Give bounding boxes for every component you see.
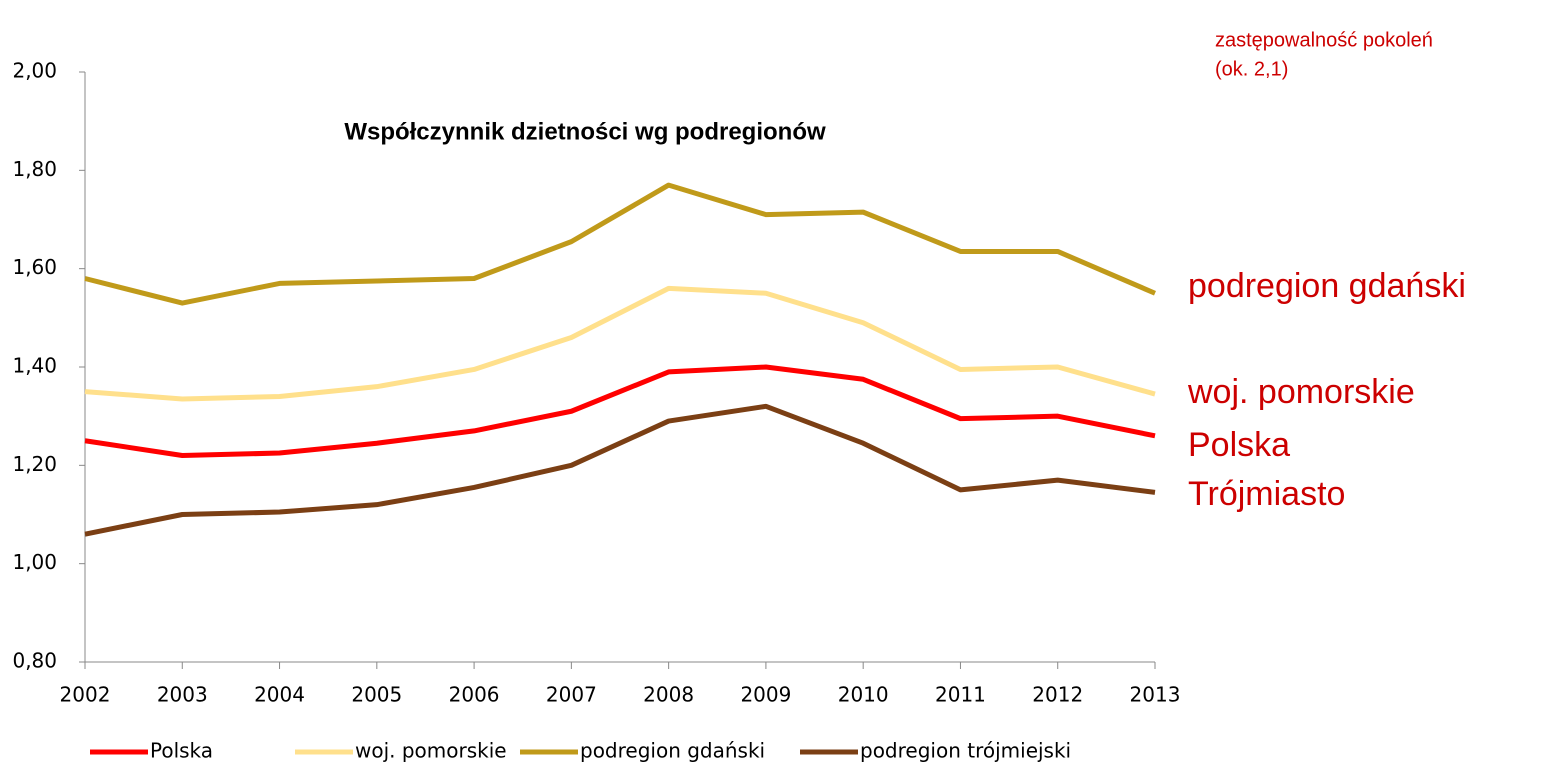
y-tick-label: 0,80 (12, 649, 57, 673)
x-tick-label: 2009 (740, 683, 791, 707)
legend-label: podregion gdański (580, 739, 765, 763)
legend-label: podregion trójmiejski (860, 739, 1071, 763)
x-tick-label: 2012 (1032, 683, 1083, 707)
x-tick-label: 2010 (838, 683, 889, 707)
x-tick-label: 2007 (546, 683, 597, 707)
x-tick-label: 2004 (254, 683, 305, 707)
y-tick-label: 1,80 (12, 157, 57, 181)
series-line (84, 403, 1156, 537)
chart-title: Współczynnik dzietności wg podregionów (344, 118, 826, 145)
annotation: (ok. 2,1) (1215, 58, 1288, 80)
x-tick-label: 2006 (449, 683, 500, 707)
annotation: Polska (1188, 426, 1290, 464)
legend-label: woj. pomorskie (355, 739, 507, 763)
x-tick-label: 2013 (1130, 683, 1181, 707)
annotation: podregion gdański (1188, 267, 1466, 305)
y-tick-label: 1,00 (12, 550, 57, 574)
legend-label: Polska (150, 739, 213, 763)
x-tick-label: 2005 (351, 683, 402, 707)
y-tick-label: 1,20 (12, 452, 57, 476)
x-tick-label: 2003 (157, 683, 208, 707)
x-tick-label: 2011 (935, 683, 986, 707)
y-tick-label: 1,40 (12, 354, 57, 378)
series-line (84, 182, 1156, 306)
annotation: woj. pomorskie (1187, 373, 1415, 411)
annotation: Trójmiasto (1188, 475, 1345, 513)
y-tick-label: 2,00 (12, 59, 57, 83)
series-line (84, 285, 1156, 402)
annotation: zastępowalność pokoleń (1215, 29, 1433, 51)
y-tick-label: 1,60 (12, 255, 57, 279)
x-tick-label: 2008 (643, 683, 694, 707)
series-line (84, 364, 1156, 458)
x-tick-label: 2002 (60, 683, 111, 707)
